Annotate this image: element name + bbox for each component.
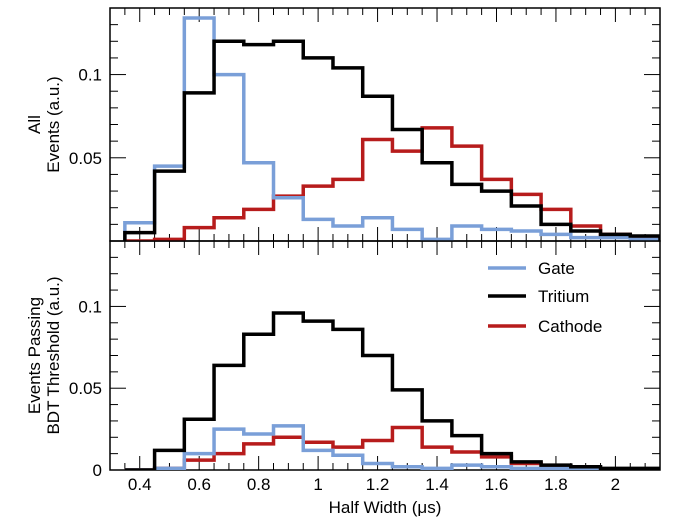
x-tick-label: 1.4: [425, 475, 449, 494]
x-axis-title: Half Width (μs): [329, 498, 442, 517]
top-y-tick-label: 0.05: [69, 149, 102, 168]
x-tick-label: 1: [313, 475, 322, 494]
bottom-y-tick-label: 0: [93, 461, 102, 480]
legend-label-tritium: Tritium: [538, 287, 589, 306]
bottom-y-axis-title: BDT Threshold (a.u.): [44, 276, 63, 434]
bottom-y-tick-label: 0.1: [78, 297, 102, 316]
x-tick-label: 2: [611, 475, 620, 494]
top-y-axis-title: Events (a.u.): [44, 76, 63, 172]
x-tick-label: 1.8: [544, 475, 568, 494]
top-series-tritium: [123, 39, 660, 241]
x-tick-label: 0.4: [128, 475, 152, 494]
top-series-gate: [123, 16, 660, 241]
top-y-axis-title: All: [25, 115, 44, 134]
bottom-series-gate: [124, 424, 660, 470]
x-tick-label: 0.6: [187, 475, 211, 494]
top-y-tick-label: 0.1: [78, 66, 102, 85]
bottom-y-tick-label: 0.05: [69, 379, 102, 398]
bottom-y-axis-title: Events Passing: [25, 297, 44, 414]
legend-label-cathode: Cathode: [538, 317, 602, 336]
x-tick-label: 1.2: [366, 475, 390, 494]
x-tick-label: 0.8: [247, 475, 271, 494]
bottom-series-tritium: [124, 311, 660, 470]
top-panel-frame: [109, 7, 661, 242]
x-tick-label: 1.6: [485, 475, 509, 494]
legend-label-gate: Gate: [538, 259, 575, 278]
